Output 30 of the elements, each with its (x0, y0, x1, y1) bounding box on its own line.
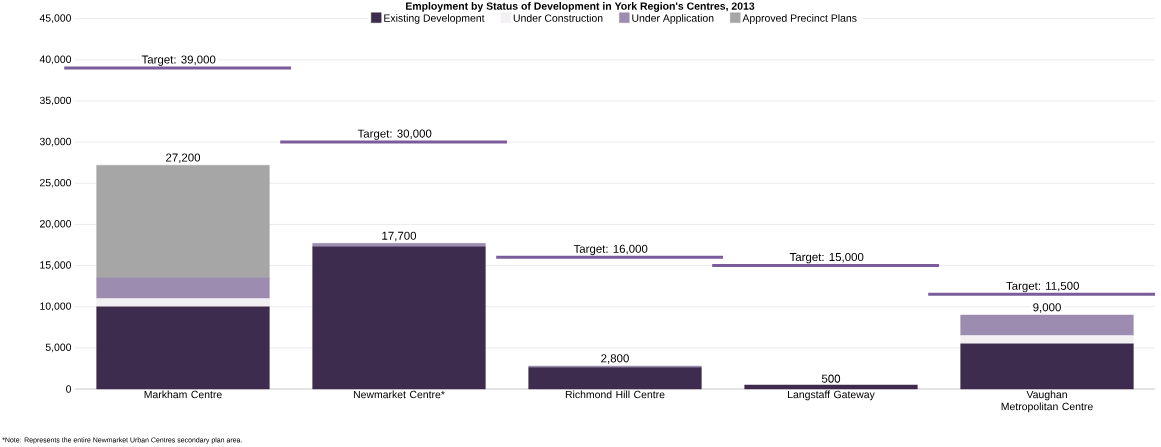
y-tick-label: 35,000 (39, 96, 72, 106)
y-tick-label: 20,000 (40, 220, 72, 229)
chart-title: Employment by Status of Development in York Region's Centres, 2013 (406, 2, 755, 12)
legend-label: Existing Development (384, 14, 485, 24)
total-label: 17,700 (382, 231, 417, 242)
y-tick-label: 30,000 (39, 137, 72, 147)
y-tick-label: 40,000 (39, 55, 72, 65)
y-tick-label: 5,000 (45, 343, 72, 353)
y-tick-label: 15,000 (40, 261, 72, 270)
y-tick-label: 0 (66, 385, 72, 393)
total-label: 9,000 (1033, 303, 1061, 313)
ref-line-label: Target: 16,000 (573, 244, 648, 256)
y-tick-label: 25,000 (40, 178, 72, 188)
legend-label: Under Application (632, 14, 714, 24)
x-tick-label: Markham Centre (144, 390, 222, 399)
y-tick-label: 45,000 (39, 14, 72, 24)
x-tick-label: Richmond Hill Centre (565, 390, 665, 399)
total-label: 27,200 (166, 153, 201, 163)
ref-line-label: Target: 11,500 (1006, 281, 1079, 293)
y-tick-label: 10,000 (40, 302, 72, 312)
legend-label: Under Construction (513, 14, 603, 22)
x-tick-label: Newmarket Centre* (353, 390, 445, 399)
total-label: 2,800 (601, 354, 629, 364)
x-tick-label: Vaughan Metropolitan Centre (1001, 390, 1093, 413)
total-label: 500 (821, 374, 841, 383)
ref-line-label: Target: 15,000 (789, 252, 864, 264)
x-tick-label: Langstaff Gateway (788, 390, 875, 401)
legend-label: Approved Precinct Plans (742, 14, 857, 24)
ref-line-label: Target: 39,000 (141, 55, 216, 66)
ref-line-label: Target: 30,000 (357, 129, 432, 140)
